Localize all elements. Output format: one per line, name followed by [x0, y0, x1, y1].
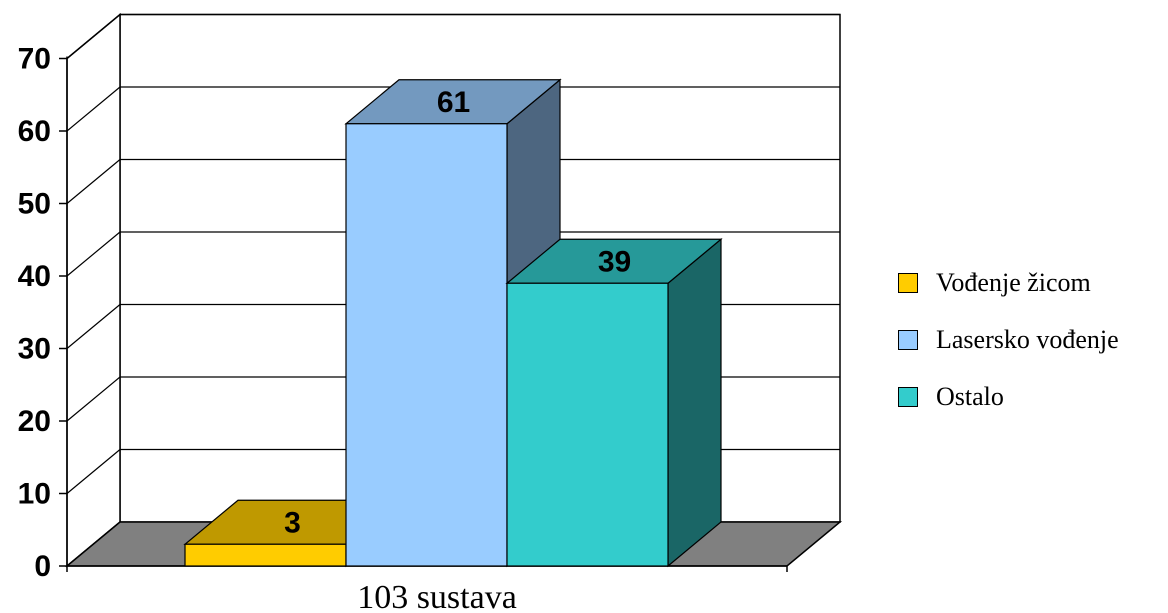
legend-item-vodenje-zicom: Vođenje žicom	[898, 254, 1163, 311]
bar-2: 39	[505, 237, 723, 568]
legend-swatch	[898, 272, 918, 293]
y-tick-label: 60	[18, 115, 51, 148]
bar-side	[667, 237, 722, 568]
bar-front	[506, 282, 669, 567]
legend-item-ostalo: Ostalo	[898, 368, 1163, 425]
legend-label: Ostalo	[936, 381, 1004, 411]
gridline-side	[66, 376, 121, 422]
gridline-side	[66, 231, 121, 277]
legend-label: Vođenje žicom	[936, 267, 1091, 297]
data-label: 3	[284, 506, 301, 539]
y-tick-label: 70	[18, 43, 51, 76]
y-tick-label: 10	[18, 478, 51, 511]
legend-label: Lasersko vođenje	[936, 324, 1119, 354]
y-tick-label: 40	[18, 260, 51, 293]
x-category-label: 103 sustava	[357, 579, 517, 613]
gridline-side	[66, 159, 121, 204]
legend: Vođenje žicom Lasersko vođenje Ostalo	[898, 254, 1163, 425]
y-tick-label: 0	[34, 550, 51, 583]
bar-front	[184, 543, 347, 567]
gridline-side	[66, 14, 121, 59]
gridline-side	[66, 86, 121, 132]
side-wall	[66, 12, 121, 568]
legend-swatch	[898, 386, 918, 407]
y-tick-label: 30	[18, 333, 51, 366]
gridline-side	[66, 449, 121, 494]
y-tick-label: 50	[18, 188, 51, 221]
gridline-side	[66, 304, 121, 349]
data-label: 61	[437, 86, 470, 119]
bar-front	[345, 123, 508, 567]
y-tick-label: 20	[18, 405, 51, 438]
data-label: 39	[598, 245, 631, 278]
legend-swatch	[898, 329, 918, 350]
legend-item-lasersko-vodenje: Lasersko vođenje	[898, 311, 1163, 368]
